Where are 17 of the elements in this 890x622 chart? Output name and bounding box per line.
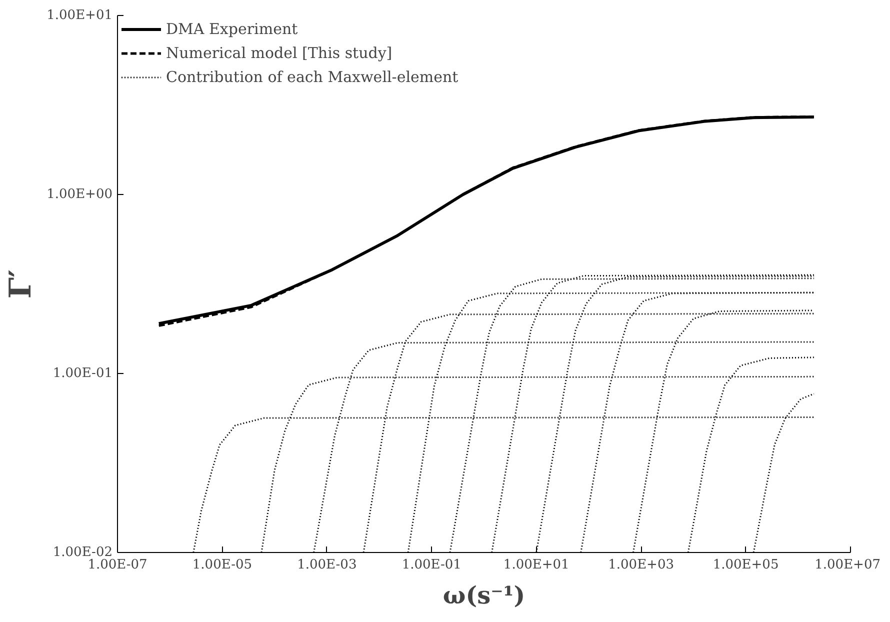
x-tick-label: 1.00E+03 (608, 558, 674, 572)
x-tick-label: 1.00E+07 (814, 558, 881, 572)
y-tick-label: 1.00E-01 (52, 366, 113, 381)
legend-label: Contribution of each Maxwell-element (166, 68, 458, 86)
x-tick-label: 1.00E-07 (88, 558, 148, 572)
y-tick-label: 1.00E+00 (46, 187, 113, 202)
x-tick-label: 1.00E+05 (712, 558, 779, 572)
x-axis-title: ω(s⁻¹) (442, 580, 526, 610)
legend-label: Numerical model [This study] (166, 44, 392, 62)
x-tick-label: 1.00E-05 (192, 558, 252, 572)
x-tick-label: 1.00E-01 (402, 558, 462, 572)
x-tick-label: 1.00E-03 (297, 558, 357, 572)
legend-label: DMA Experiment (166, 20, 298, 38)
y-axis-title: Γ′ (4, 269, 39, 299)
y-tick-label: 1.00E-02 (52, 545, 113, 560)
y-tick-label: 1.00E+01 (46, 8, 113, 23)
x-tick-label: 1.00E+01 (503, 558, 570, 572)
